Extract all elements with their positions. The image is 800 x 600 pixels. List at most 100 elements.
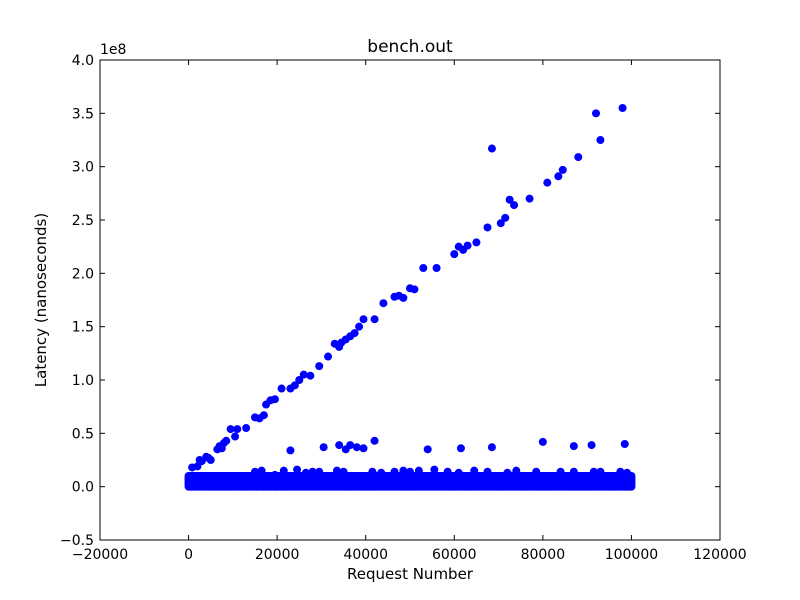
data-point <box>203 482 212 491</box>
y-tick-label: 0.5 <box>72 426 94 442</box>
data-point <box>469 481 478 490</box>
data-point <box>496 219 505 228</box>
data-point <box>206 456 215 464</box>
data-point <box>582 476 591 485</box>
data-point <box>608 482 617 491</box>
data-point <box>569 467 578 476</box>
data-point <box>341 481 350 490</box>
data-point <box>301 468 310 477</box>
x-tick-label: 40000 <box>343 547 388 563</box>
data-point <box>377 468 386 477</box>
data-point <box>591 480 600 489</box>
data-point <box>505 195 514 204</box>
plot-frame <box>99 59 721 541</box>
data-point <box>262 482 271 491</box>
data-point <box>324 479 333 488</box>
data-point <box>378 480 387 489</box>
data-point <box>319 443 328 452</box>
data-point <box>360 482 369 491</box>
data-point <box>395 481 404 490</box>
data-point <box>456 480 465 489</box>
data-point <box>587 441 596 450</box>
y-tick-label: 1.5 <box>72 320 94 336</box>
data-point <box>574 153 583 162</box>
data-point <box>538 437 547 446</box>
data-point <box>589 467 598 476</box>
data-point <box>295 482 304 491</box>
data-point <box>618 104 627 112</box>
data-point <box>332 466 341 475</box>
data-point <box>240 474 249 483</box>
data-point <box>324 352 333 361</box>
data-point <box>537 482 546 491</box>
data-point <box>443 467 452 476</box>
data-point <box>352 443 361 452</box>
data-point <box>423 445 432 454</box>
data-point <box>623 468 631 477</box>
data-point <box>185 482 194 491</box>
y-tick-label: 3.5 <box>72 106 94 122</box>
data-point <box>295 376 304 384</box>
data-point <box>556 467 565 476</box>
x-tick-label: 20000 <box>255 547 300 563</box>
data-point <box>306 371 315 380</box>
data-point <box>370 315 379 324</box>
data-point <box>524 481 533 490</box>
data-point <box>569 442 578 451</box>
data-point <box>422 477 431 486</box>
data-point <box>296 475 305 484</box>
data-point <box>359 315 368 324</box>
data-point <box>592 109 600 118</box>
data-point <box>405 482 414 491</box>
x-tick-label: 100000 <box>605 547 658 563</box>
data-point <box>316 482 325 491</box>
x-tick-label: 0 <box>184 547 193 563</box>
data-point <box>222 436 231 445</box>
data-point <box>462 475 471 484</box>
x-tick-label: 120000 <box>693 547 746 563</box>
data-point <box>308 467 317 476</box>
data-point <box>525 194 534 203</box>
data-point <box>242 424 251 432</box>
data-point <box>571 479 580 488</box>
data-point <box>432 264 441 272</box>
data-point <box>225 479 234 488</box>
y-tick-label: 2.0 <box>72 266 94 282</box>
data-point <box>501 213 510 222</box>
data-point <box>430 465 439 474</box>
chart-title: bench.out <box>367 37 453 57</box>
data-point <box>624 482 633 491</box>
data-point <box>449 482 458 491</box>
data-point <box>410 285 419 294</box>
data-point <box>370 436 379 445</box>
data-point <box>543 178 552 187</box>
data-point <box>367 482 376 491</box>
data-point <box>193 475 202 484</box>
data-point <box>496 477 505 486</box>
data-point <box>233 425 242 434</box>
y-axis-label: Latency (nanoseconds) <box>32 213 50 387</box>
data-point <box>359 444 368 453</box>
data-point <box>419 264 428 272</box>
data-point <box>620 440 629 448</box>
plot-area <box>184 104 636 491</box>
data-point <box>536 476 545 485</box>
data-point <box>450 250 459 259</box>
data-point <box>414 466 423 475</box>
data-point <box>253 482 262 491</box>
data-point <box>490 482 499 491</box>
data-point <box>350 475 359 484</box>
data-point <box>279 466 288 475</box>
data-point <box>240 482 249 491</box>
data-point <box>545 480 554 489</box>
data-point <box>305 478 314 487</box>
data-point <box>286 446 295 455</box>
data-point <box>616 467 625 476</box>
data-point <box>339 467 348 476</box>
data-point <box>368 467 377 476</box>
data-point <box>379 299 388 308</box>
data-point <box>251 467 259 476</box>
data-point <box>521 473 530 482</box>
data-point <box>293 465 302 474</box>
